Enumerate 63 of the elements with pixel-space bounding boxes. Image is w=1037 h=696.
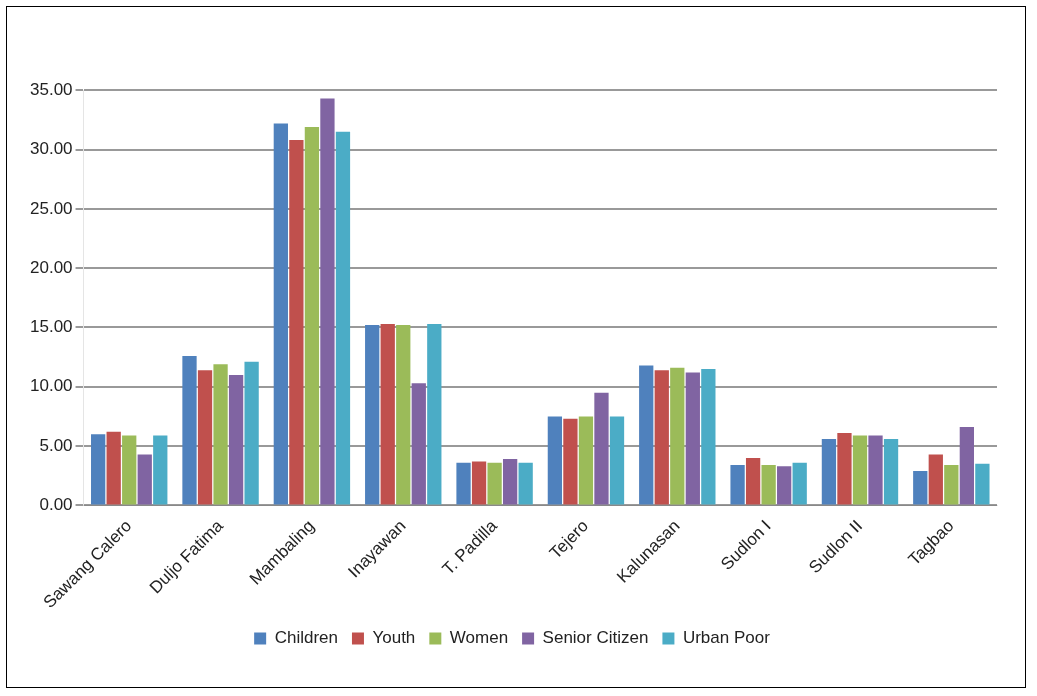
bar xyxy=(761,465,776,505)
bar xyxy=(654,370,669,505)
bar xyxy=(745,457,761,505)
bar xyxy=(685,372,700,505)
legend-label: Children xyxy=(274,628,338,648)
bar xyxy=(852,435,868,505)
legend-label: Urban Poor xyxy=(682,628,771,648)
legend-label: Senior Citizen xyxy=(542,628,649,648)
bar xyxy=(518,462,533,505)
bar xyxy=(335,131,351,505)
bar xyxy=(273,123,288,505)
bar xyxy=(563,418,578,505)
y-tick-label: 10.00 xyxy=(29,376,73,396)
bar xyxy=(411,383,426,505)
bar xyxy=(639,365,654,505)
y-tick-label: 5.00 xyxy=(39,435,73,455)
bar xyxy=(365,325,380,505)
bar xyxy=(244,361,259,505)
bar xyxy=(883,438,899,505)
bar xyxy=(427,323,442,505)
bar xyxy=(609,416,625,505)
bar xyxy=(578,416,594,505)
y-tick-label: 30.00 xyxy=(29,139,73,159)
bar xyxy=(228,374,244,505)
y-tick-label: 25.00 xyxy=(29,198,73,218)
bar xyxy=(944,465,959,505)
y-tick-label: 35.00 xyxy=(29,79,73,99)
bar xyxy=(868,435,883,505)
bar xyxy=(471,461,487,505)
legend-label: Women xyxy=(449,628,509,648)
y-tick-label: 20.00 xyxy=(29,257,73,277)
bar xyxy=(975,463,990,505)
bar xyxy=(487,462,502,505)
bar xyxy=(821,438,837,505)
bar xyxy=(182,355,197,505)
bar xyxy=(122,435,137,505)
bar xyxy=(197,370,213,505)
bar xyxy=(106,431,121,505)
bar xyxy=(730,465,745,505)
bar xyxy=(91,434,106,505)
bar xyxy=(456,462,471,505)
bar xyxy=(380,323,395,505)
bar xyxy=(777,466,792,505)
bar xyxy=(320,98,335,505)
bar xyxy=(396,325,411,505)
legend-label: Youth xyxy=(372,628,416,648)
bar xyxy=(153,435,168,505)
bar xyxy=(594,392,609,505)
bar xyxy=(137,454,152,505)
bar xyxy=(701,368,716,505)
bar xyxy=(913,470,928,505)
y-tick-label: 15.00 xyxy=(29,317,73,337)
y-tick-label: 0.00 xyxy=(39,495,73,515)
bar xyxy=(837,433,852,505)
bar xyxy=(928,454,943,505)
bar xyxy=(792,462,807,505)
bar xyxy=(289,140,304,505)
bar xyxy=(304,126,320,505)
bar xyxy=(213,364,228,505)
bar xyxy=(959,427,974,505)
bar xyxy=(547,416,563,505)
bar xyxy=(502,459,518,505)
bar xyxy=(670,367,685,505)
